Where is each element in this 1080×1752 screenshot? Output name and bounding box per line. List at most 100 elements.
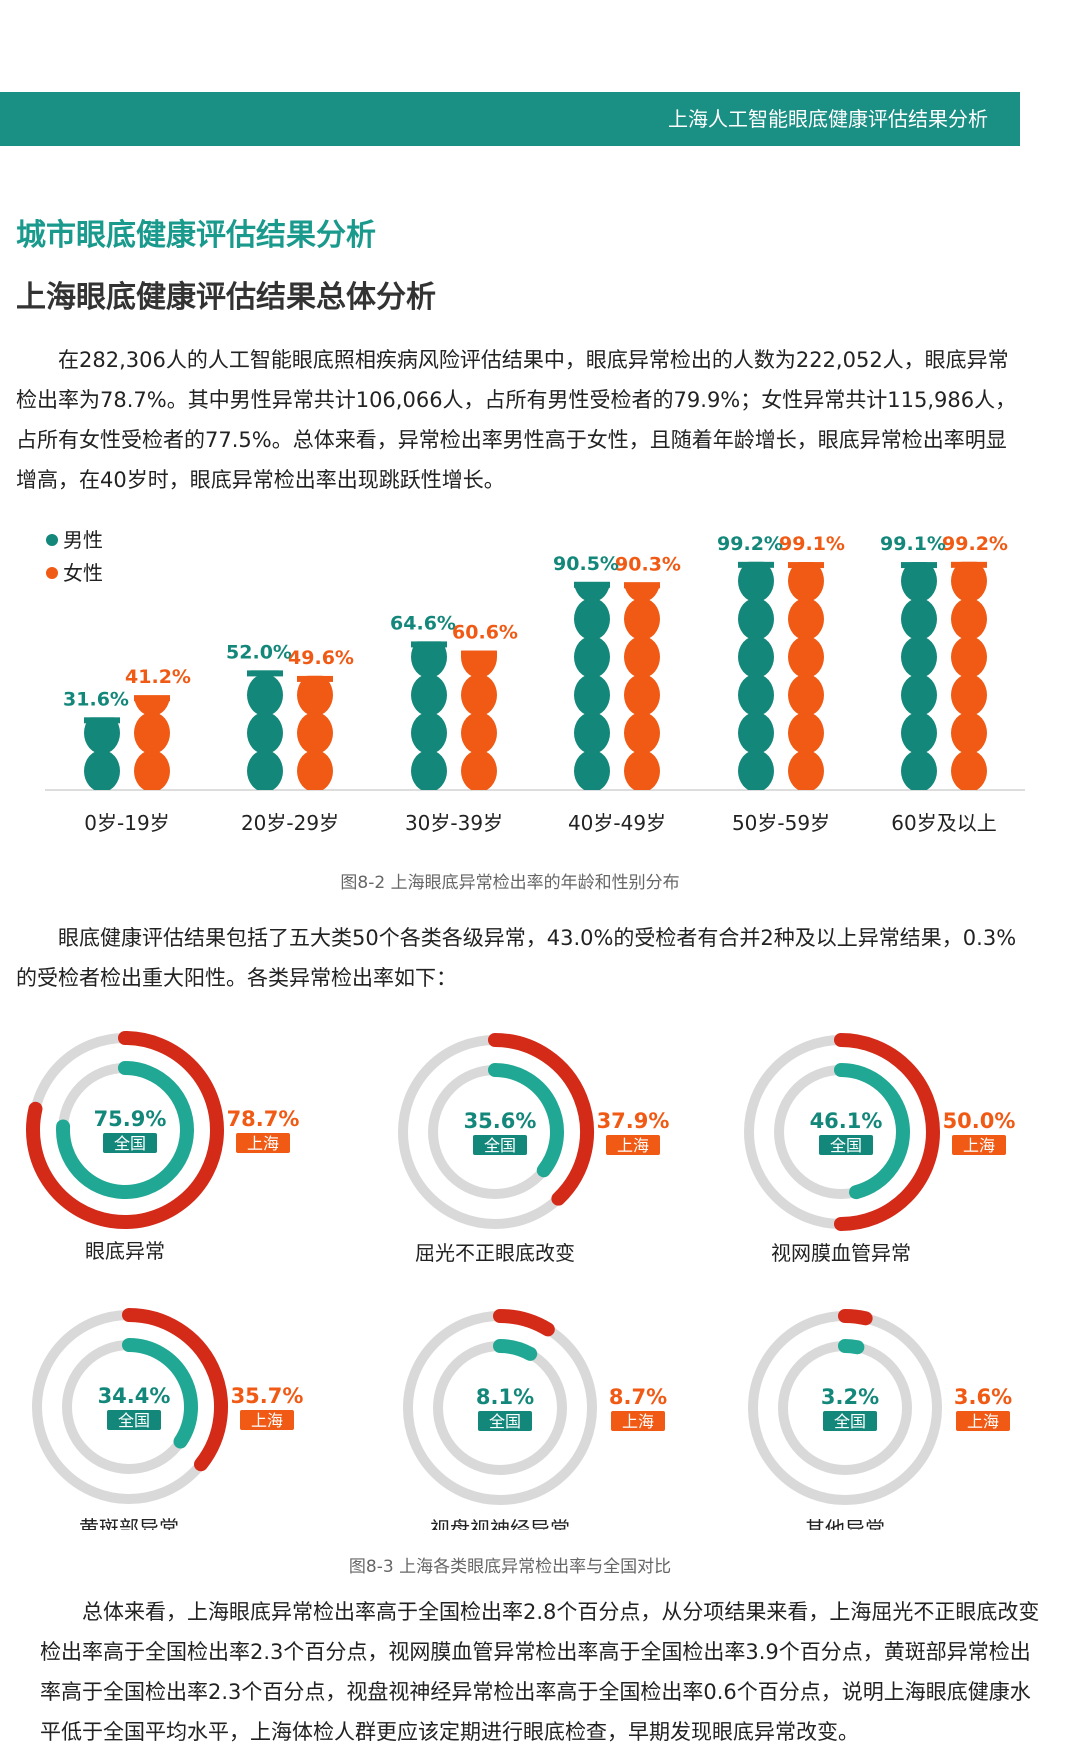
bar-1-2 bbox=[461, 650, 497, 790]
national-value-5: 3.2% bbox=[821, 1385, 879, 1409]
donut-name-4: 视盘视神经异常 bbox=[430, 1517, 570, 1530]
bar-value-label-1-4: 99.1% bbox=[779, 533, 845, 555]
donut-shanghai-arc-3 bbox=[122, 1308, 228, 1472]
bar-0-2 bbox=[411, 641, 447, 790]
donut-name-1: 屈光不正眼底改变 bbox=[415, 1241, 575, 1265]
categories-paragraph: 眼底健康评估结果包括了五大类50个各类各级异常，43.0%的受检者有合并2种及以… bbox=[16, 926, 1017, 990]
shanghai-tag-5: 上海 bbox=[967, 1412, 999, 1431]
header-title: 上海人工智能眼底健康评估结果分析 bbox=[668, 107, 988, 131]
shanghai-value-0: 78.7% bbox=[227, 1107, 300, 1131]
shanghai-tag-bg-4 bbox=[611, 1411, 665, 1431]
bar-1-1 bbox=[297, 675, 333, 790]
national-tag-bg-2 bbox=[819, 1135, 873, 1155]
shanghai-tag-1: 上海 bbox=[617, 1136, 649, 1155]
bar-1-0 bbox=[134, 695, 170, 791]
donut-name-5: 其他异常 bbox=[805, 1517, 885, 1530]
shanghai-tag-bg-0 bbox=[236, 1133, 290, 1153]
bar-value-label-1-0: 41.2% bbox=[125, 666, 191, 688]
national-value-4: 8.1% bbox=[476, 1385, 534, 1409]
donut-national-arc-0 bbox=[56, 1061, 194, 1199]
national-tag-2: 全国 bbox=[830, 1136, 862, 1155]
national-value-2: 46.1% bbox=[810, 1109, 883, 1133]
donut-name-2: 视网膜血管异常 bbox=[771, 1241, 911, 1265]
bar-value-label-0-3: 90.5% bbox=[553, 553, 619, 575]
legend-swatch-1 bbox=[46, 567, 58, 579]
national-tag-bg-5 bbox=[823, 1411, 877, 1431]
shanghai-value-2: 50.0% bbox=[943, 1109, 1016, 1133]
donut-chart-caption: 图8-3 上海各类眼底异常检出率与全国对比 bbox=[348, 1557, 672, 1577]
donut-national-arc-4 bbox=[493, 1339, 538, 1361]
shanghai-tag-3: 上海 bbox=[251, 1411, 283, 1430]
national-value-0: 75.9% bbox=[94, 1107, 167, 1131]
summary-paragraph: 总体来看，上海眼底异常检出率高于全国检出率2.8个百分点，从分项结果来看，上海屈… bbox=[40, 1600, 1040, 1744]
donut-shanghai-arc-1 bbox=[488, 1033, 594, 1206]
shanghai-tag-bg-5 bbox=[956, 1411, 1010, 1431]
bar-1-3 bbox=[624, 582, 660, 791]
shanghai-value-4: 8.7% bbox=[609, 1385, 667, 1409]
shanghai-tag-2: 上海 bbox=[963, 1136, 995, 1155]
shanghai-tag-0: 上海 bbox=[247, 1134, 279, 1153]
bar-value-label-1-5: 99.2% bbox=[942, 533, 1008, 555]
donut-shanghai-arc-5 bbox=[838, 1309, 873, 1326]
donut-national-arc-2 bbox=[834, 1063, 910, 1200]
bar-1-5 bbox=[951, 561, 987, 791]
national-tag-bg-4 bbox=[478, 1411, 532, 1431]
bar-value-label-1-1: 49.6% bbox=[288, 647, 354, 669]
donut-1: 35.6% 全国 37.9% 上海屈光不正眼底改变 bbox=[398, 1033, 670, 1265]
bar-0-5 bbox=[901, 562, 937, 790]
national-tag-bg-3 bbox=[107, 1410, 161, 1430]
bar-value-label-1-3: 90.3% bbox=[615, 553, 681, 575]
bar-chart-caption: 图8-2 上海眼底异常检出率的年龄和性别分布 bbox=[340, 873, 680, 893]
bar-value-label-0-0: 31.6% bbox=[63, 688, 129, 710]
shanghai-tag-bg-2 bbox=[952, 1135, 1006, 1155]
legend-label-1: 女性 bbox=[63, 561, 103, 585]
national-tag-0: 全国 bbox=[114, 1134, 146, 1153]
national-tag-1: 全国 bbox=[484, 1136, 516, 1155]
donut-national-arc-1 bbox=[488, 1063, 564, 1178]
national-tag-3: 全国 bbox=[118, 1411, 150, 1430]
bar-1-4 bbox=[788, 562, 824, 790]
legend-label-0: 男性 bbox=[63, 528, 103, 552]
category-donut-charts: 75.9%全国78.7%上海眼底异常35.6%全国37.9%上海屈光不正眼底改变… bbox=[26, 1031, 1016, 1530]
shanghai-tag-4: 上海 bbox=[622, 1412, 654, 1431]
x-tick-label-4: 50岁-59岁 bbox=[732, 811, 830, 835]
bar-value-label-0-1: 52.0% bbox=[226, 641, 292, 663]
x-tick-label-3: 40岁-49岁 bbox=[568, 811, 666, 835]
donut-national-arc-5 bbox=[838, 1339, 865, 1355]
x-tick-label-2: 30岁-39岁 bbox=[405, 811, 503, 835]
bar-value-label-0-2: 64.6% bbox=[390, 612, 456, 634]
header-band: 上海人工智能眼底健康评估结果分析 bbox=[0, 92, 1020, 146]
national-tag-bg-0 bbox=[103, 1133, 157, 1153]
x-tick-label-0: 0岁-19岁 bbox=[84, 811, 169, 835]
bar-0-1 bbox=[247, 670, 283, 790]
shanghai-value-5: 3.6% bbox=[954, 1385, 1012, 1409]
bar-value-label-0-4: 99.2% bbox=[717, 533, 783, 555]
donut-0: 75.9% 全国 78.7% 上海眼底异常 bbox=[26, 1031, 300, 1263]
x-tick-label-5: 60岁及以上 bbox=[891, 811, 996, 835]
national-tag-5: 全国 bbox=[834, 1412, 866, 1431]
subsection-title: 上海眼底健康评估结果总体分析 bbox=[16, 280, 436, 315]
bar-0-3 bbox=[574, 581, 610, 790]
donut-name-0: 眼底异常 bbox=[85, 1239, 165, 1263]
national-tag-bg-1 bbox=[473, 1135, 527, 1155]
donut-shanghai-arc-0 bbox=[26, 1031, 224, 1229]
shanghai-tag-bg-1 bbox=[606, 1135, 660, 1155]
intro-paragraph: 在282,306人的人工智能眼底照相疾病风险评估结果中，眼底异常检出的人数为22… bbox=[16, 348, 1017, 492]
bar-0-4 bbox=[738, 561, 774, 791]
donut-shanghai-arc-4 bbox=[493, 1309, 555, 1337]
national-value-3: 34.4% bbox=[98, 1384, 171, 1408]
legend-swatch-0 bbox=[46, 534, 58, 546]
section-title: 城市眼底健康评估结果分析 bbox=[16, 218, 376, 253]
shanghai-value-3: 35.7% bbox=[231, 1384, 304, 1408]
shanghai-value-1: 37.9% bbox=[597, 1109, 670, 1133]
bar-0-0 bbox=[84, 717, 120, 791]
donut-national-arc-3 bbox=[122, 1338, 198, 1449]
x-tick-label-1: 20岁-29岁 bbox=[241, 811, 339, 835]
shanghai-tag-bg-3 bbox=[240, 1410, 294, 1430]
bar-value-label-1-2: 60.6% bbox=[452, 622, 518, 644]
